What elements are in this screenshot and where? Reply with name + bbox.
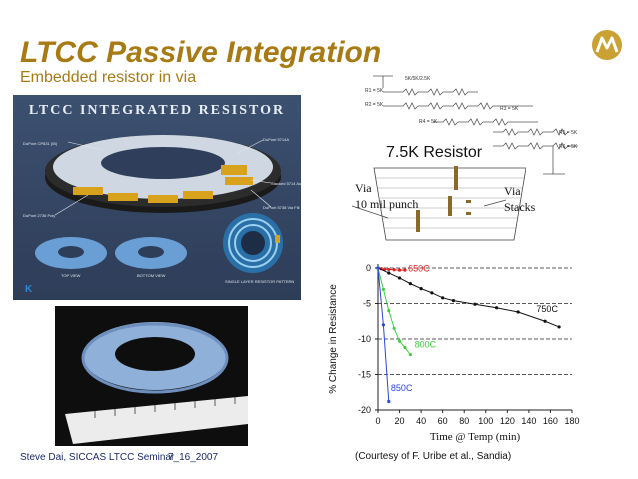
render-title: LTCC INTEGRATED RESISTOR bbox=[28, 103, 286, 118]
x-tick-label: 40 bbox=[416, 416, 426, 426]
data-point bbox=[387, 309, 391, 313]
series-label: 650C bbox=[408, 264, 430, 274]
x-tick-label: 60 bbox=[438, 416, 448, 426]
x-tick-label: 20 bbox=[395, 416, 405, 426]
data-point bbox=[494, 306, 499, 310]
series-label: 800C bbox=[415, 340, 437, 350]
y-tick-label: -10 bbox=[358, 334, 371, 344]
x-tick-label: 80 bbox=[459, 416, 469, 426]
courtesy-note: (Courtesy of F. Uribe et al., Sandia) bbox=[355, 451, 512, 462]
data-point bbox=[430, 291, 434, 295]
resistance-chart: 0 -5 -10 -15 -20 0 20 40 60 80 100 120 140 160 180 Time… bbox=[328, 263, 580, 443]
x-axis-label: Time @ Temp (min) bbox=[430, 431, 521, 443]
data-point bbox=[397, 276, 402, 280]
render-label: DuPont 5714A bbox=[263, 137, 290, 142]
schematic-top-label: 5K/5K/2.5K bbox=[405, 76, 431, 82]
data-point bbox=[441, 296, 445, 300]
data-point bbox=[376, 266, 380, 270]
x-tick-label: 0 bbox=[375, 416, 380, 426]
y-tick-label: 0 bbox=[366, 263, 371, 273]
data-point bbox=[473, 302, 477, 306]
data-point bbox=[381, 287, 385, 291]
data-point bbox=[419, 286, 423, 291]
via-heading: 7.5K Resistor bbox=[386, 144, 483, 161]
via-right-label: Via Stacks bbox=[504, 183, 535, 215]
data-point bbox=[543, 319, 547, 323]
slide-subtitle: Embedded resistor in via bbox=[20, 69, 197, 86]
x-tick-label: 120 bbox=[500, 416, 515, 426]
x-tick-label: 140 bbox=[521, 416, 536, 426]
via-cross-section bbox=[336, 140, 527, 245]
resistor-photo bbox=[55, 306, 248, 446]
slide-title: LTCC Passive Integration bbox=[20, 36, 382, 69]
footer-author: Steve Dai, SICCAS LTCC Seminar bbox=[20, 452, 175, 463]
y-tick-label: -15 bbox=[358, 370, 371, 380]
ltcc-resistor-render: LTCC INTEGRATED RESISTOR bbox=[13, 95, 301, 300]
render-label: DuPont CP831 (IB) bbox=[23, 141, 58, 146]
data-point bbox=[516, 310, 520, 314]
schematic-r-label: R6 = 5K bbox=[559, 144, 578, 150]
via-left-label: Via 10 mil punch bbox=[355, 180, 418, 212]
footer-date: 7_16_2007 bbox=[168, 452, 219, 463]
render-label: Stacked 5714 Au bbox=[271, 181, 302, 186]
schematic-r-label: R4 = 5K bbox=[419, 119, 438, 125]
via-right-line: Via bbox=[504, 184, 521, 198]
y-axis-label: % Change in Resistance bbox=[328, 284, 339, 394]
via-left-line: Via bbox=[355, 181, 372, 195]
schematic-r-label: R5 = 5K bbox=[559, 130, 578, 136]
data-point bbox=[392, 326, 396, 330]
motorola-logo-icon bbox=[592, 30, 622, 60]
data-point bbox=[397, 268, 402, 272]
render-label: SINGLE LAYER RESISTOR PATTERN bbox=[225, 279, 295, 284]
render-label: DuPont 2736 Poly bbox=[23, 213, 56, 218]
render-label: TOP VIEW bbox=[61, 273, 81, 278]
series-label: 750C bbox=[536, 304, 558, 314]
render-label: DuPont 5738 Via Fill bbox=[263, 205, 300, 210]
data-point bbox=[403, 268, 407, 272]
series-label: 850C bbox=[391, 383, 413, 393]
data-point bbox=[557, 325, 561, 329]
data-point bbox=[381, 323, 385, 327]
data-point bbox=[387, 271, 391, 275]
data-point bbox=[408, 353, 412, 357]
x-tick-label: 100 bbox=[478, 416, 493, 426]
data-point bbox=[392, 268, 396, 272]
data-point bbox=[403, 345, 407, 350]
schematic-r-label: R2 = 5K bbox=[365, 102, 384, 108]
resistor-schematic: 5K/5K/2.5K R1 = 5K R2 = 5K R3 = 5K R4 = … bbox=[343, 70, 583, 175]
x-tick-label: 160 bbox=[543, 416, 558, 426]
data-point bbox=[451, 299, 456, 303]
render-label: BOTTOM VIEW bbox=[137, 273, 166, 278]
schematic-r-label: R3 = 5K bbox=[500, 106, 519, 112]
y-tick-label: -5 bbox=[363, 299, 371, 309]
x-tick-label: 180 bbox=[564, 416, 579, 426]
via-right-line: Stacks bbox=[504, 200, 536, 214]
data-point bbox=[387, 267, 391, 272]
via-left-line: 10 mil punch bbox=[355, 197, 419, 211]
svg-text:K: K bbox=[25, 284, 33, 295]
data-point bbox=[397, 339, 402, 343]
data-point bbox=[387, 399, 391, 404]
y-tick-label: -20 bbox=[358, 405, 371, 415]
schematic-r-label: R1 = 5K bbox=[365, 88, 384, 94]
data-point bbox=[408, 282, 412, 286]
series-line bbox=[377, 267, 560, 328]
